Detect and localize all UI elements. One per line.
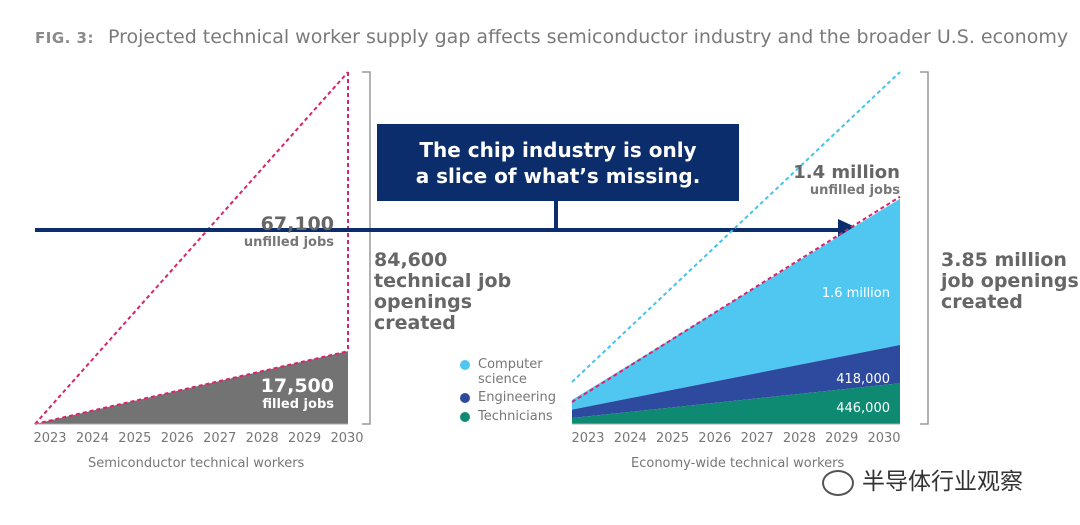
left-total-bracket bbox=[362, 71, 371, 425]
computer-science-value-label: 1.6 million bbox=[821, 286, 890, 301]
total-projection-line bbox=[571, 71, 901, 383]
technicians-area bbox=[572, 383, 900, 424]
left-tick-2024: 2024 bbox=[76, 431, 109, 446]
left-tick-2028: 2028 bbox=[246, 431, 279, 446]
right-tick-2027: 2027 bbox=[741, 431, 774, 446]
right-tick-2025: 2025 bbox=[656, 431, 689, 446]
legend-technicians-text: Technicians bbox=[478, 409, 553, 424]
left-total-line-3: openings bbox=[374, 291, 473, 313]
watermark-text: 半导体行业观察 bbox=[862, 469, 1023, 495]
right-tick-2023: 2023 bbox=[571, 431, 604, 446]
figure-title-text: Projected technical worker supply gap af… bbox=[108, 26, 1069, 48]
computer-science-area bbox=[572, 198, 900, 410]
callout-line-2: a slice of what’s missing. bbox=[415, 163, 701, 188]
right-unfilled-text: unfilled jobs bbox=[809, 183, 900, 198]
economy-chart: 2023 2024 2025 2026 2027 2028 2029 2030 bbox=[571, 71, 929, 446]
legend-computer-science-line-1: Computer bbox=[478, 357, 543, 372]
left-caption: Semiconductor technical workers bbox=[88, 456, 305, 471]
left-filled-text: filled jobs bbox=[262, 397, 334, 412]
legend-technicians: Technicians bbox=[460, 409, 553, 424]
legend-engineering-text: Engineering bbox=[478, 390, 556, 405]
left-tick-2023: 2023 bbox=[33, 431, 66, 446]
right-tick-2024: 2024 bbox=[614, 431, 647, 446]
legend-dot-technicians bbox=[460, 411, 470, 422]
left-total-line-4: created bbox=[374, 312, 456, 334]
left-filled-value: 17,500 bbox=[260, 375, 334, 397]
right-tick-2029: 2029 bbox=[825, 431, 858, 446]
left-tick-2030: 2030 bbox=[330, 431, 363, 446]
right-unfilled-label: 1.4 million unfilled jobs bbox=[793, 162, 900, 198]
filled-projection-line-right bbox=[571, 195, 901, 403]
right-tick-2028: 2028 bbox=[783, 431, 816, 446]
wechat-icon bbox=[822, 469, 854, 496]
right-unfilled-value: 1.4 million bbox=[793, 162, 900, 183]
left-unfilled-label: 67,100 unfilled jobs bbox=[243, 213, 334, 251]
legend-engineering: Engineering bbox=[460, 390, 556, 405]
left-tick-2025: 2025 bbox=[118, 431, 151, 446]
watermark: 半导体行业观察 bbox=[822, 462, 1023, 496]
left-filled-label: 17,500 filled jobs bbox=[260, 375, 334, 413]
figure-label: FIG. 3: bbox=[35, 29, 94, 47]
legend-computer-science-line-2: science bbox=[478, 372, 527, 387]
filled-projection-line bbox=[34, 350, 349, 425]
legend-dot-computer-science bbox=[460, 359, 470, 370]
right-tick-2026: 2026 bbox=[698, 431, 731, 446]
left-tick-2026: 2026 bbox=[161, 431, 194, 446]
engineering-area bbox=[572, 345, 900, 418]
right-total-line-2: job openings bbox=[941, 270, 1079, 292]
left-total-label: 84,600 technical job openings created bbox=[374, 250, 511, 334]
right-total-line-3: created bbox=[941, 291, 1023, 313]
technicians-value-label: 446,000 bbox=[836, 401, 890, 416]
left-unfilled-text: unfilled jobs bbox=[243, 235, 334, 250]
unfilled-projection-line bbox=[34, 71, 349, 425]
legend-dot-engineering bbox=[460, 392, 470, 403]
left-total-value: 84,600 bbox=[374, 249, 448, 271]
semiconductor-chart: 2023 2024 2025 2026 2027 2028 2029 2030 bbox=[33, 71, 371, 446]
engineering-value-label: 418,000 bbox=[836, 372, 890, 387]
left-unfilled-value: 67,100 bbox=[260, 213, 334, 235]
right-caption: Economy-wide technical workers bbox=[631, 456, 845, 471]
left-total-line-2: technical job bbox=[374, 270, 512, 292]
right-x-tick-labels: 2023 2024 2025 2026 2027 2028 2029 2030 bbox=[571, 431, 900, 446]
legend-computer-science: Computer science bbox=[460, 357, 543, 387]
right-total-label: 3.85 million job openings created bbox=[941, 250, 1079, 313]
right-total-value: 3.85 million bbox=[941, 249, 1067, 271]
left-tick-2029: 2029 bbox=[288, 431, 321, 446]
right-total-bracket bbox=[920, 71, 929, 425]
callout-box: The chip industry is only a slice of wha… bbox=[377, 124, 739, 201]
figure-title: FIG. 3: Projected technical worker supply… bbox=[35, 26, 1068, 48]
left-tick-2027: 2027 bbox=[203, 431, 236, 446]
callout-line-1: The chip industry is only bbox=[419, 137, 697, 162]
right-tick-2030: 2030 bbox=[867, 431, 900, 446]
left-x-tick-labels: 2023 2024 2025 2026 2027 2028 2029 2030 bbox=[33, 431, 363, 446]
